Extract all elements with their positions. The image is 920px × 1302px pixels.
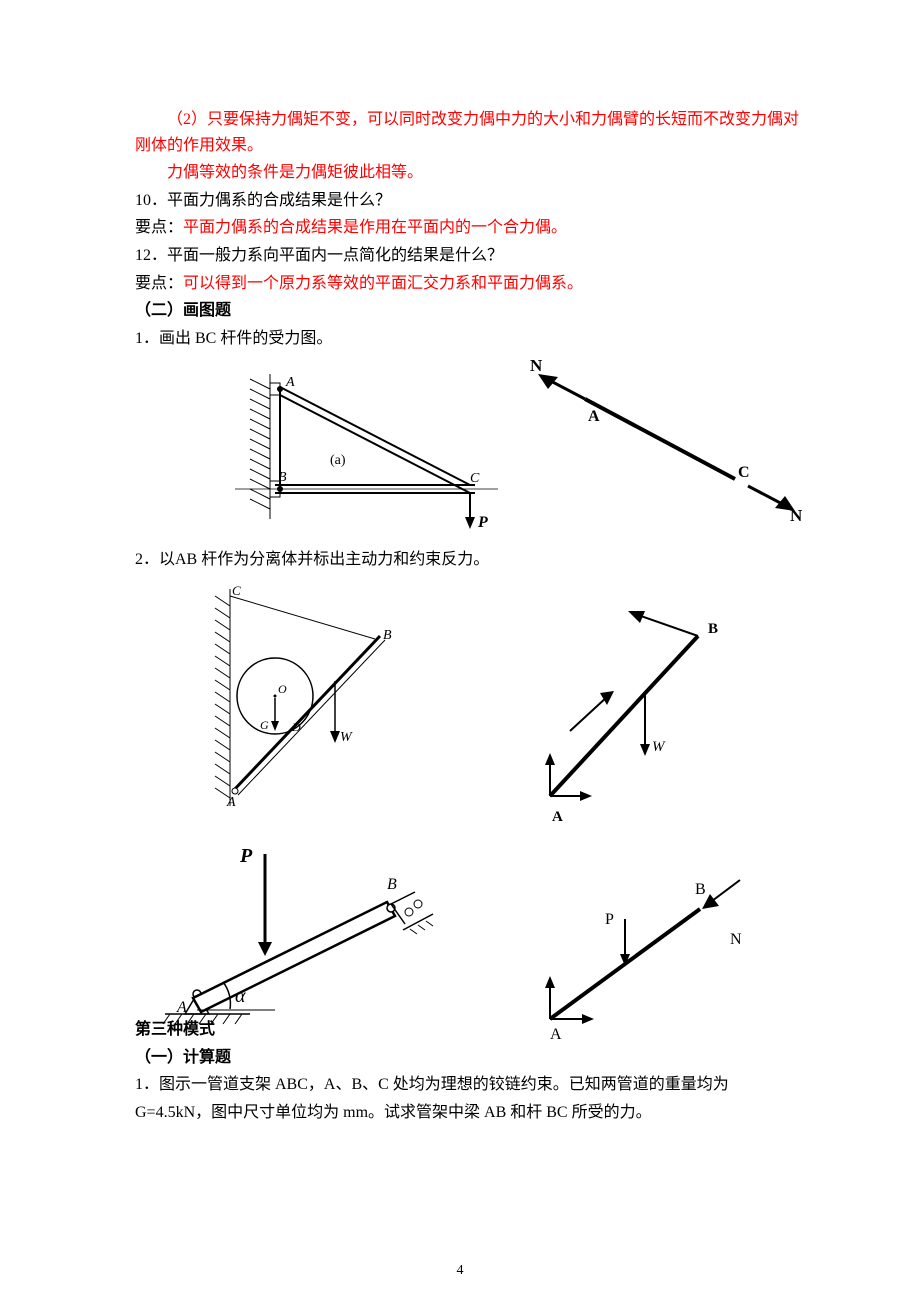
- answer-12-pre: 要点：: [135, 275, 183, 292]
- para-3: 力偶等效的条件是力偶矩彼此相等。: [135, 160, 800, 186]
- fig2b-left-svg: P α A B: [135, 834, 435, 1034]
- fig2a-right-svg: W B A: [480, 581, 760, 831]
- section-2-heading: （二）画图题: [135, 298, 800, 324]
- para-2-pre: （2）: [167, 111, 207, 128]
- calc-q1b: G=4.5kN，图中尺寸单位均为 mm。试求管架中梁 AB 和杆 BC 所受的力…: [135, 1100, 800, 1126]
- section-calc-heading: （一）计算题: [135, 1045, 800, 1071]
- fig2b-label-A: A: [176, 999, 187, 1016]
- fig2br-label-B: B: [695, 881, 706, 898]
- para-2-text: 只要保持力偶矩不变，可以同时改变力偶中力的大小和力偶臂的长短而不改变力偶对刚体的…: [135, 111, 799, 154]
- fig2br-label-P: P: [605, 911, 614, 928]
- para-2: （2）只要保持力偶矩不变，可以同时改变力偶中力的大小和力偶臂的长短而不改变力偶对…: [135, 107, 800, 158]
- fig2b-label-B: B: [387, 876, 397, 893]
- fig2a-left-col: C B A O G D W: [180, 581, 420, 816]
- fig1r-label-A: A: [588, 408, 600, 425]
- fig2b-left-col: P α A B: [135, 834, 435, 1034]
- fig2ar-label-A: A: [552, 809, 563, 825]
- figure-row-1: P A B C (a) N N A C: [135, 359, 800, 539]
- answer-10-text: 平面力偶系的合成结果是作用在平面内的一个合力偶。: [183, 219, 567, 236]
- answer-10-pre: 要点：: [135, 219, 183, 236]
- fig2a-right-col: W B A: [480, 581, 760, 831]
- question-10: 10．平面力偶系的合成结果是什么？: [135, 188, 800, 214]
- fig1-label-A: A: [285, 375, 295, 390]
- draw-q2: 2．以AB 杆作为分离体并标出主动力和约束反力。: [135, 547, 800, 573]
- calc-q1a: 1．图示一管道支架 ABC，A、B、C 处均为理想的铰链约束。已知两管道的重量均…: [135, 1072, 800, 1098]
- fig2b-right-col: P N B A: [495, 834, 775, 1039]
- fig1r-label-N1: N: [530, 359, 543, 375]
- page: （2）只要保持力偶矩不变，可以同时改变力偶中力的大小和力偶臂的长短而不改变力偶对…: [0, 0, 920, 1302]
- fig2a-label-G: G: [260, 718, 269, 732]
- fig2br-label-N: N: [730, 931, 742, 948]
- fig2a-label-A: A: [226, 795, 236, 810]
- fig1r-label-N2: N: [790, 506, 803, 525]
- fig2br-label-A: A: [550, 1026, 562, 1039]
- answer-12: 要点：可以得到一个原力系等效的平面汇交力系和平面力偶系。: [135, 271, 800, 297]
- fig1r-label-C: C: [738, 464, 750, 481]
- fig2b-right-svg: P N B A: [495, 834, 775, 1039]
- fig2b-label-alpha: α: [235, 985, 246, 1007]
- fig1-right-svg: N N A C: [490, 359, 810, 529]
- fig1-label-B: B: [278, 470, 287, 485]
- fig2ar-label-B: B: [708, 621, 718, 637]
- figure-row-2b: P α A B P: [135, 834, 800, 1039]
- fig1-label-a: (a): [330, 453, 346, 468]
- fig2a-label-C: C: [232, 583, 241, 598]
- fig2ar-label-W: W: [652, 739, 666, 755]
- answer-12-text: 可以得到一个原力系等效的平面汇交力系和平面力偶系。: [183, 275, 583, 292]
- draw-q1: 1．画出 BC 杆件的受力图。: [135, 326, 800, 352]
- fig1-label-C: C: [470, 471, 480, 486]
- fig2a-label-B: B: [383, 628, 392, 643]
- fig2a-label-O: O: [278, 682, 287, 696]
- question-12: 12．平面一般力系向平面内一点简化的结果是什么？: [135, 243, 800, 269]
- figure-row-2a: C B A O G D W: [135, 581, 800, 831]
- fig1-right-col: N N A C: [490, 359, 810, 529]
- answer-10: 要点：平面力偶系的合成结果是作用在平面内的一个合力偶。: [135, 215, 800, 241]
- fig2b-label-P: P: [239, 845, 253, 867]
- fig1-left-col: P A B C (a): [220, 359, 500, 539]
- fig2a-left-svg: C B A O G D W: [180, 581, 420, 816]
- page-number: 4: [0, 1260, 920, 1282]
- fig1-left-svg: P A B C (a): [220, 359, 500, 539]
- fig2a-label-D: D: [291, 720, 301, 734]
- fig1-label-P: P: [477, 514, 488, 531]
- fig2a-label-W: W: [340, 730, 353, 745]
